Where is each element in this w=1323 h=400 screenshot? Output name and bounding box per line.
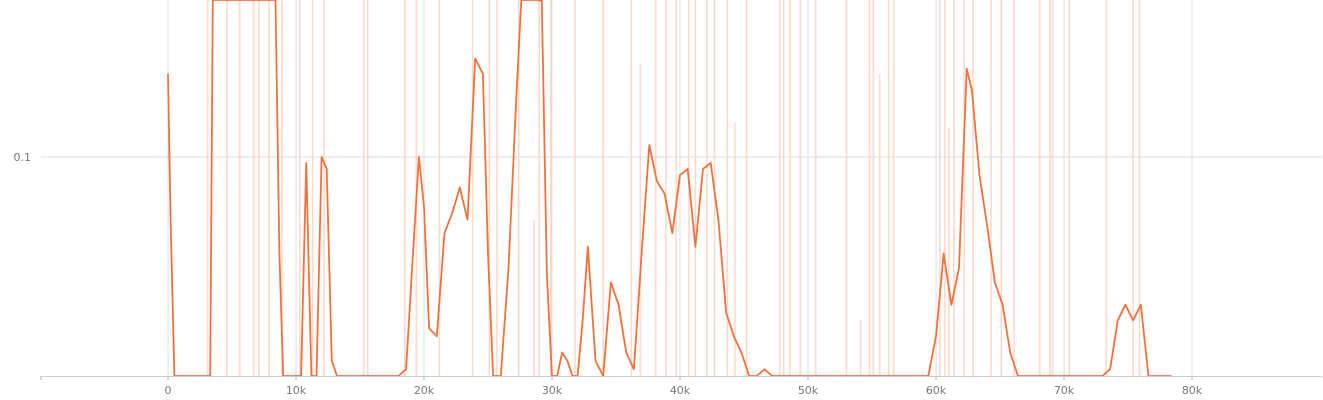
smoothed-series-line — [167, 0, 1172, 377]
x-tick-label: 0 — [165, 384, 172, 397]
x-tick-label: 60k — [926, 384, 947, 397]
grid-layer — [41, 0, 1322, 376]
y-tick-label: 0.1 — [14, 151, 32, 164]
x-tick-label: 20k — [414, 384, 435, 397]
x-axis: 0 10k 20k 30k 40k 50k 60k 70k 80k — [40, 376, 1322, 397]
raw-series-layer — [206, 0, 1141, 376]
x-tick-label: 50k — [798, 384, 819, 397]
x-tick-label: 10k — [286, 384, 307, 397]
smoothed-series-layer — [167, 0, 1172, 377]
x-tick-label: 70k — [1054, 384, 1075, 397]
x-tick-label: 30k — [542, 384, 563, 397]
x-tick-label: 40k — [670, 384, 691, 397]
y-axis: 0.1 — [14, 151, 32, 164]
x-tick-label: 80k — [1182, 384, 1203, 397]
